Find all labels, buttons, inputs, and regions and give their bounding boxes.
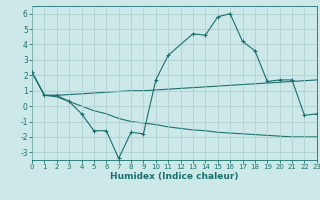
X-axis label: Humidex (Indice chaleur): Humidex (Indice chaleur) [110,172,239,181]
